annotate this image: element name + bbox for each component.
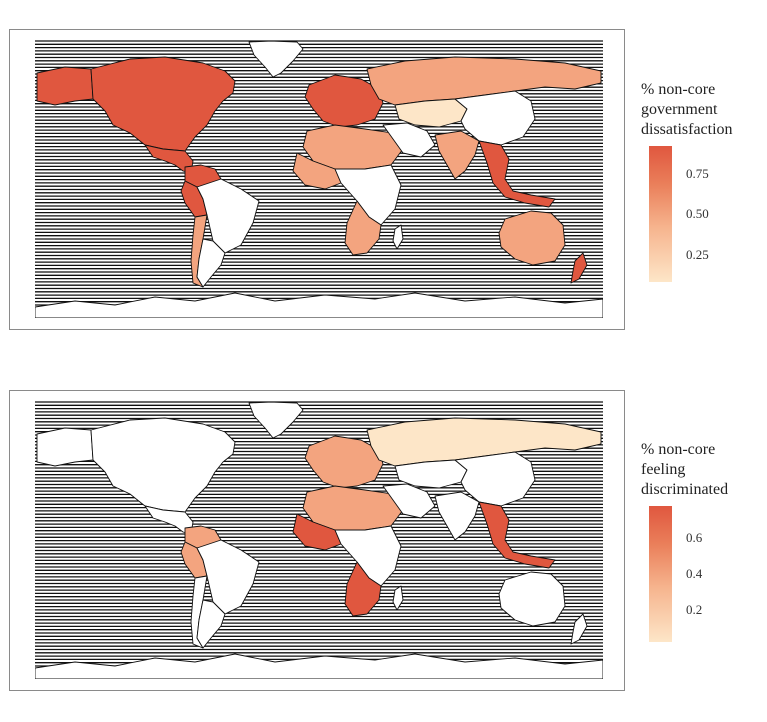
region-southeast-asia	[478, 501, 556, 569]
legend-tick-label: 0.2	[686, 601, 703, 617]
region-southeast-asia	[478, 140, 556, 208]
region-brazil	[196, 539, 260, 615]
region-north-america	[90, 417, 236, 513]
region-greenland	[248, 401, 304, 439]
region-north-america	[90, 56, 236, 152]
legend-tick-label: 0.50	[686, 206, 709, 221]
region-india	[434, 130, 480, 180]
map-panel-feeling-discriminated	[9, 390, 625, 691]
legend-title-line: government	[641, 101, 718, 118]
region-australia	[498, 571, 566, 627]
legend-title-line: feeling	[641, 461, 686, 478]
region-europe	[304, 74, 384, 128]
region-argentina	[196, 599, 226, 649]
region-antarctica	[35, 292, 603, 318]
region-west-africa	[292, 513, 342, 551]
legend-tick-label: 0.6	[686, 530, 703, 546]
region-china	[454, 90, 536, 146]
region-antarctica	[35, 653, 603, 679]
legend-title-line: dissatisfaction	[641, 121, 733, 138]
legend-tick-label: 0.75	[686, 165, 709, 181]
region-australia	[498, 210, 566, 266]
legend-government-dissatisfaction: % non-core government dissatisfaction 0.…	[641, 80, 767, 286]
region-south-africa	[344, 200, 382, 256]
country-regions	[35, 40, 603, 318]
region-alaska	[36, 427, 94, 467]
region-greenland	[248, 40, 304, 78]
legend-feeling-discriminated: % non-core feeling discriminated 0.6 0.4…	[641, 440, 767, 646]
legend-scale: 0.75 0.50 0.25	[641, 146, 767, 286]
region-alaska	[36, 66, 94, 106]
legend-tick-label: 0.25	[686, 246, 709, 262]
region-west-africa	[292, 152, 342, 190]
region-russia	[366, 56, 602, 106]
legend-colorbar	[649, 506, 672, 642]
region-south-africa	[344, 561, 382, 617]
region-middle-east	[382, 483, 436, 519]
region-africa-center	[334, 525, 402, 587]
region-europe	[304, 435, 384, 489]
region-new-zealand	[570, 613, 588, 645]
legend-title: % non-core feeling discriminated	[641, 440, 767, 500]
region-argentina	[196, 238, 226, 288]
legend-colorbar	[649, 146, 672, 282]
legend-scale: 0.6 0.4 0.2	[641, 506, 767, 646]
country-regions	[35, 401, 603, 679]
region-india	[434, 491, 480, 541]
region-madagascar	[392, 585, 404, 611]
region-middle-east	[382, 122, 436, 158]
world-map-government-dissatisfaction	[35, 40, 603, 318]
region-new-zealand	[570, 252, 588, 284]
legend-tick-label: 0.4	[686, 566, 703, 581]
legend-title-line: % non-core	[641, 81, 716, 98]
region-brazil	[196, 178, 260, 254]
region-madagascar	[392, 224, 404, 250]
legend-title-line: discriminated	[641, 481, 729, 498]
region-china	[454, 451, 536, 507]
region-africa-center	[334, 164, 402, 226]
legend-title-line: % non-core	[641, 441, 716, 458]
region-russia	[366, 417, 602, 467]
map-panel-government-dissatisfaction	[9, 29, 625, 330]
legend-title: % non-core government dissatisfaction	[641, 80, 767, 140]
world-map-feeling-discriminated	[35, 401, 603, 679]
